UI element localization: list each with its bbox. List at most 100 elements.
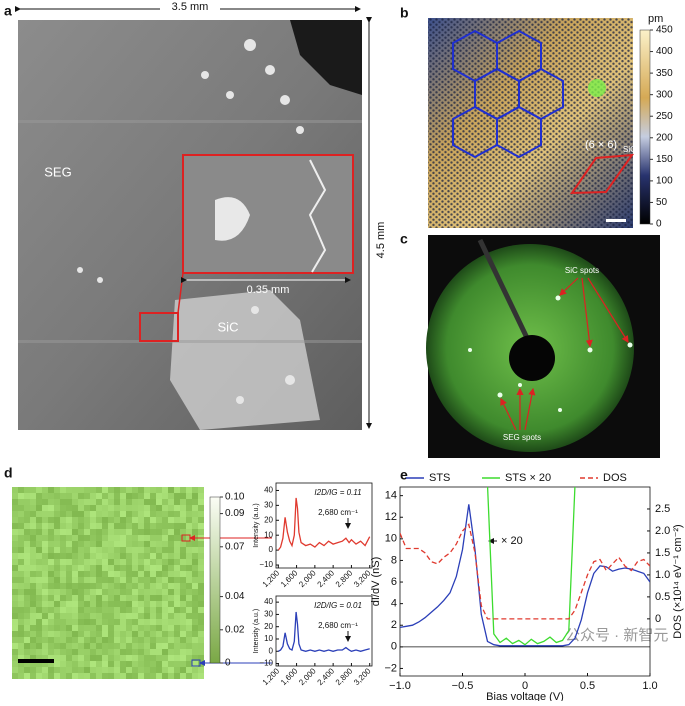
colorbar-tick-label: 0.10 — [225, 492, 245, 503]
y-tick-label: 10 — [264, 634, 273, 643]
y-tick-label: −10 — [259, 659, 273, 668]
lattice-label: (6 × 6) — [585, 139, 617, 151]
x-tick-label: 0 — [522, 680, 528, 692]
sic-spot-arrows — [559, 277, 629, 348]
y-tick-label: 8 — [391, 554, 397, 566]
y-tick-label: −2 — [384, 662, 397, 674]
x-axis-label: Bias voltage (V) — [486, 691, 564, 701]
hexagons — [452, 29, 564, 159]
colorbar-tick-label: 300 — [656, 89, 673, 100]
colorbar-tick-label: 250 — [656, 111, 673, 122]
label-bg — [160, 1, 220, 13]
image-corner — [290, 20, 362, 95]
y2-tick-label: 2.0 — [655, 525, 670, 537]
series-line — [400, 504, 650, 647]
peak-label: 2,680 cm⁻¹ — [318, 508, 358, 517]
colorbar-tick-label: 400 — [656, 46, 673, 57]
panel-c: c SiC spots SEG spots — [400, 231, 660, 458]
panel-label: a — [4, 3, 12, 19]
panel-a: a 3.5 mm 0.35 mm SEG SiC 4.5 mm — [4, 1, 387, 430]
y-tick-label: 10 — [385, 533, 397, 545]
y-tick-label: 20 — [264, 622, 273, 631]
x-tick-label: 2,000 — [297, 666, 318, 687]
colorbar-tick-label: 350 — [656, 68, 673, 79]
y-tick-label: 20 — [264, 515, 273, 524]
x-tick-label: 0.5 — [580, 680, 595, 692]
y-tick-label: 6 — [391, 576, 397, 588]
colorbar-tick-label: 0 — [225, 658, 231, 669]
watermark: 公众号 · 新智元 — [565, 626, 668, 644]
y-tick-label: 0 — [269, 545, 274, 554]
scale-bar — [18, 659, 54, 663]
series-line — [400, 523, 650, 620]
x-tick-label: 2,800 — [334, 666, 355, 687]
lattice-subscript: SiC — [623, 145, 636, 154]
y-tick-label: 40 — [264, 486, 273, 495]
defect — [588, 79, 606, 97]
sic-region — [170, 290, 320, 430]
width-label: 3.5 mm — [172, 1, 209, 13]
colorbar-tick-label: 100 — [656, 176, 673, 187]
colorbar-tick-label: 200 — [656, 132, 673, 143]
legend-label: STS × 20 — [505, 472, 551, 484]
x-tick-label: 2,000 — [297, 568, 318, 589]
plot-frame — [275, 482, 373, 569]
x-tick-label: 2,400 — [316, 568, 337, 589]
y-tick-label: −10 — [259, 560, 273, 569]
y-tick-label: 12 — [385, 511, 397, 523]
diffraction-spots — [468, 295, 633, 412]
y-tick-label: 4 — [391, 598, 397, 610]
y-tick-label: 2 — [391, 619, 397, 631]
stitch — [18, 120, 362, 123]
raman-map — [12, 487, 204, 679]
y-tick-label: 0 — [391, 641, 397, 653]
y2-axis-label: DOS (×10¹⁴ eV⁻¹ cm⁻²) — [672, 524, 684, 638]
x-tick-label: −1.0 — [389, 680, 411, 692]
sic-spots-label: SiC spots — [565, 266, 599, 275]
inset-island — [215, 197, 250, 241]
panel-b: b (6 × 6) SiC pm — [400, 5, 663, 228]
ratio-label: I2D/IG = 0.01 — [314, 601, 362, 610]
y-tick-label: 14 — [385, 490, 397, 502]
x-tick-label: 1.0 — [642, 680, 657, 692]
y-tick-label: 30 — [264, 500, 273, 509]
y2-tick-label: 1.0 — [655, 569, 670, 581]
colorbar-tick-label: 0 — [656, 219, 662, 230]
plot-frame — [275, 595, 373, 667]
annotation: × 20 — [501, 535, 523, 547]
panel-e: e × 20 公众号 · 新智元 — [400, 467, 668, 644]
ratio-label: I2D/IG = 0.11 — [314, 488, 361, 497]
sic-label: SiC — [218, 319, 239, 334]
colorbar-tick-label: 0.07 — [225, 541, 245, 552]
inset-scale: 0.35 mm — [247, 284, 290, 296]
series-line — [486, 487, 576, 646]
panel-label: b — [400, 5, 409, 21]
colorbar-tick-label: 0.04 — [225, 591, 245, 602]
zoom-box — [139, 312, 179, 342]
x-tick-label: 1,200 — [261, 666, 282, 687]
sic-islands — [77, 39, 304, 404]
x-tick-label: 1,200 — [261, 568, 282, 589]
colorbar-tick-label: 450 — [656, 25, 673, 36]
gun-rod — [477, 238, 531, 342]
colorbar-tick-label: 0.02 — [225, 624, 245, 635]
y-axis-label: Intensity (a.u.) — [253, 503, 260, 547]
panel-label: c — [400, 231, 408, 247]
colorbar-tick-label: 150 — [656, 154, 673, 165]
electron-gun — [509, 335, 555, 381]
peak-label: 2,680 cm⁻¹ — [318, 621, 358, 630]
panel-label: d — [4, 465, 13, 481]
x-tick-label: 1,600 — [279, 666, 300, 687]
legend-label: DOS — [603, 472, 627, 484]
y2-tick-label: 0 — [655, 613, 661, 625]
seg-spot-arrows — [500, 387, 536, 431]
colorbar-tick-label: 50 — [656, 197, 668, 208]
unit-cell — [570, 153, 635, 195]
x-tick-label: 1,600 — [279, 568, 300, 589]
scale-bar — [606, 219, 626, 222]
colorbar-unit: pm — [648, 13, 663, 25]
y-axis-label: Intensity (a.u.) — [253, 609, 260, 653]
y2-tick-label: 2.5 — [655, 503, 670, 515]
y-tick-label: 10 — [264, 530, 273, 539]
